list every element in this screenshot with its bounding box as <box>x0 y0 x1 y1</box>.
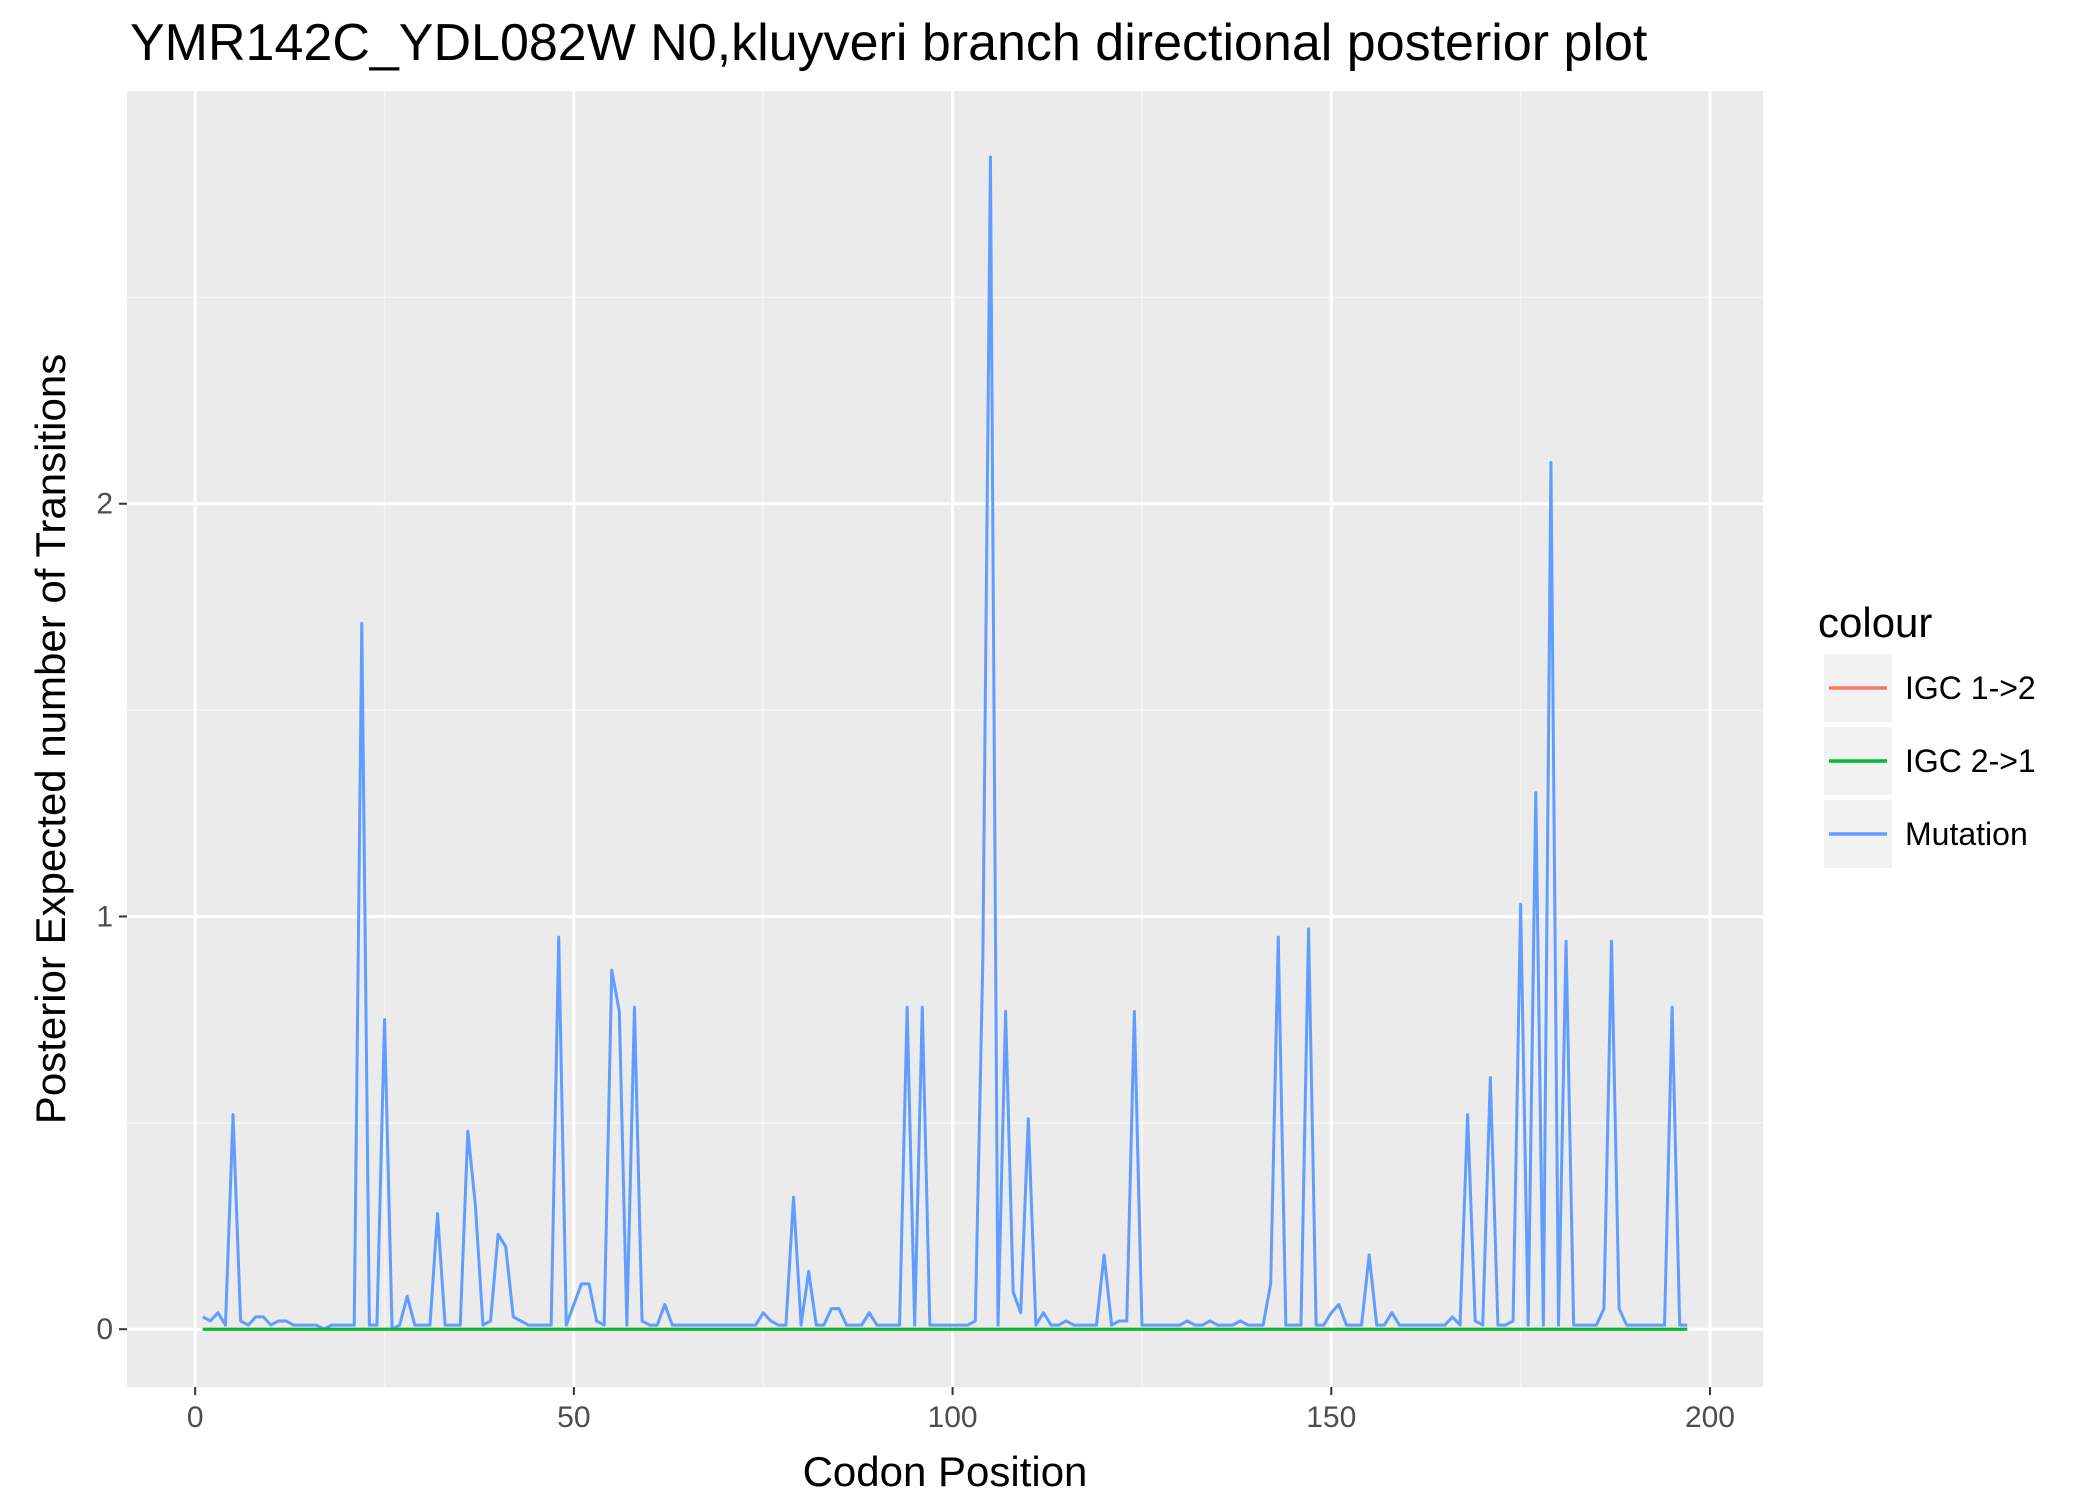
legend-items: IGC 1->2 IGC 2->1 Mutation <box>1824 654 2036 868</box>
y-axis: 0 1 2 <box>96 488 127 1346</box>
y-tick-label: 1 <box>96 900 113 933</box>
grid-minor <box>127 91 1763 1387</box>
legend: colour IGC 1->2 IGC 2->1 Mutation <box>1818 599 2036 868</box>
legend-label: IGC 2->1 <box>1905 743 2036 779</box>
x-tick-label: 150 <box>1306 1401 1356 1434</box>
x-tick-label: 0 <box>187 1401 204 1434</box>
legend-label: Mutation <box>1905 816 2028 852</box>
legend-title: colour <box>1818 599 1932 646</box>
y-tick-label: 2 <box>96 488 113 521</box>
y-tick-label: 0 <box>96 1313 113 1346</box>
x-axis: 0 50 100 150 200 <box>187 1387 1735 1434</box>
series-layer <box>202 155 1688 1331</box>
x-tick-label: 50 <box>557 1401 590 1434</box>
plot-panel <box>127 91 1763 1387</box>
x-tick-label: 200 <box>1685 1401 1735 1434</box>
x-axis-title: Codon Position <box>803 1448 1088 1495</box>
y-axis-title: Posterior Expected number of Transitions <box>27 354 74 1124</box>
x-tick-label: 100 <box>928 1401 978 1434</box>
series-line-mutation <box>202 155 1688 1331</box>
chart-title: YMR142C_YDL082W N0,kluyveri branch direc… <box>130 14 1648 72</box>
legend-label: IGC 1->2 <box>1905 670 2036 706</box>
